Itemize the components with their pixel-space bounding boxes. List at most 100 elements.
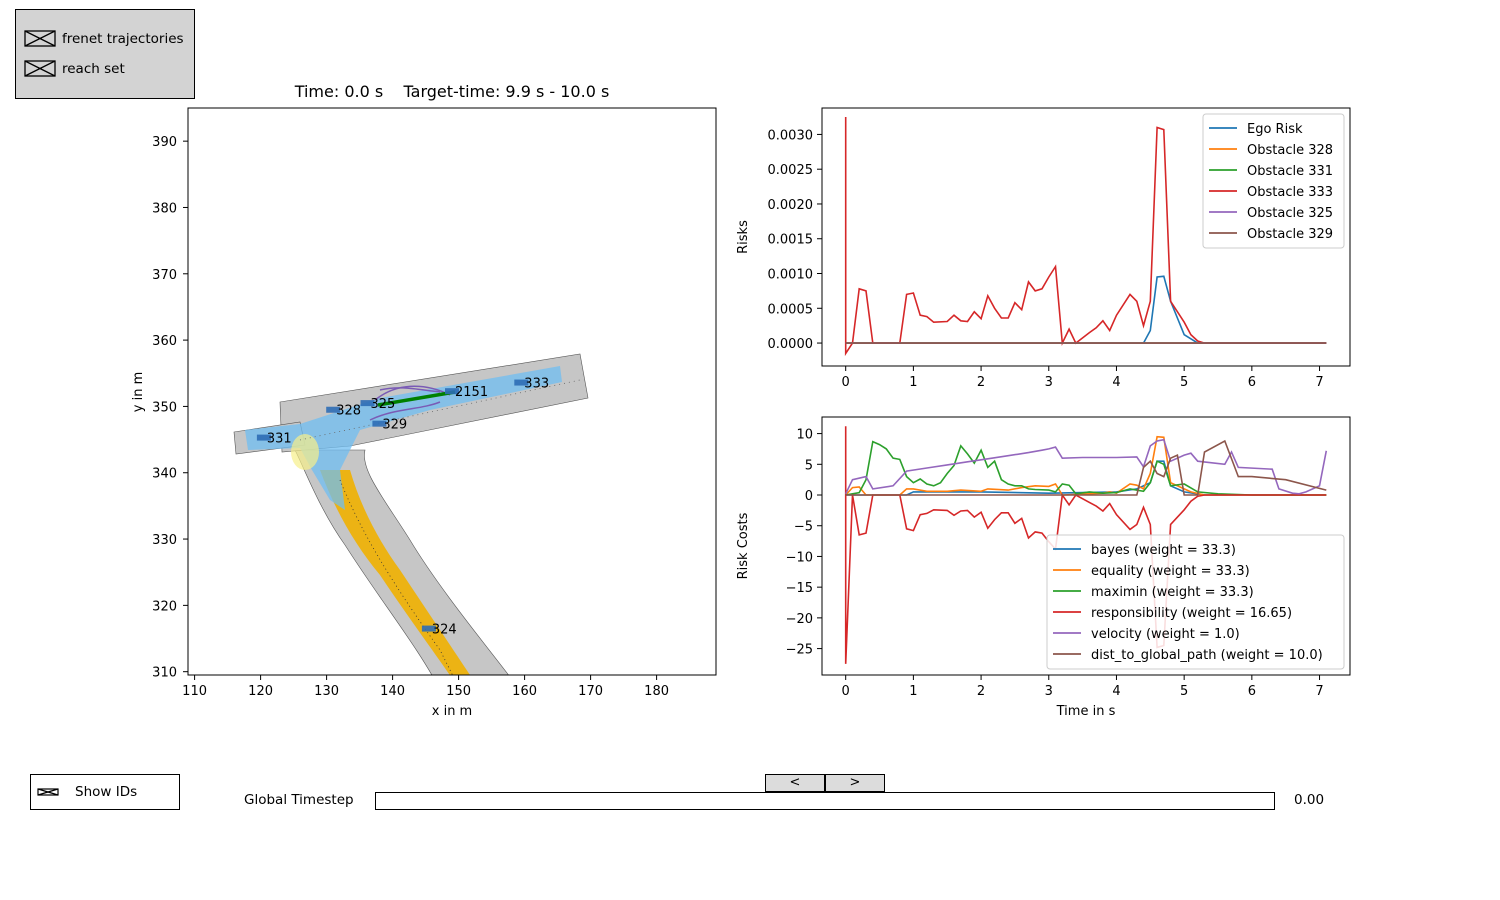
map-ytick-label: 390 <box>152 135 177 150</box>
vehicle-id-label: 331 <box>267 432 292 447</box>
map-ytick-label: 340 <box>152 467 177 482</box>
vehicle-marker <box>326 406 341 413</box>
xtick-label: 0 <box>842 375 850 390</box>
vehicle-marker <box>421 625 436 632</box>
ytick-label: 5 <box>805 458 813 473</box>
show-ids-checkbox[interactable]: Show IDs <box>30 774 180 810</box>
xtick-label: 6 <box>1248 375 1256 390</box>
series-line <box>845 460 1327 496</box>
xtick-label: 1 <box>909 684 917 699</box>
legend-entry: maximin (weight = 33.3) <box>1091 585 1254 600</box>
legend-entry: Obstacle 328 <box>1247 143 1333 158</box>
vehicle-id-label: 2151 <box>455 385 488 400</box>
legend-entry: Ego Risk <box>1247 122 1303 137</box>
chart-xlabel: Time in s <box>1056 704 1116 719</box>
series-line <box>845 435 1327 496</box>
chart-ylabel: Risk Costs <box>736 512 751 579</box>
series-line <box>845 275 1327 344</box>
chart-frame <box>821 416 1351 676</box>
trajectory-line <box>379 387 441 393</box>
map-ytick-label: 320 <box>152 599 177 614</box>
ytick-label: 0 <box>805 489 813 504</box>
prev-timestep-button[interactable]: < <box>765 774 825 792</box>
ytick-label: 0.0020 <box>768 198 814 213</box>
xtick-label: 3 <box>1045 684 1053 699</box>
map-ytick-label: 310 <box>152 666 177 681</box>
road-network <box>233 353 589 675</box>
map-xtick-label: 180 <box>644 684 669 699</box>
legend-entry: dist_to_global_path (weight = 10.0) <box>1091 648 1323 663</box>
reach-set-area <box>245 366 562 510</box>
legend-entry: Obstacle 331 <box>1247 164 1333 179</box>
vehicle-id-label: 333 <box>524 377 549 392</box>
highlighted-lane <box>320 470 470 675</box>
map-ticks: 110 120 130 140 150 160 170 180 310 320 330 340 350 3… <box>152 135 669 699</box>
ytick-label: 0.0030 <box>768 128 814 143</box>
ytick-label: −20 <box>786 612 813 627</box>
vehicle-markers: 333 2151 325 328 329 331 324 <box>256 377 549 638</box>
vehicle-marker <box>514 379 529 386</box>
chart-ylabel: Risks <box>736 220 751 254</box>
ytick-label: 0.0000 <box>768 337 814 352</box>
xtick-label: 0 <box>842 684 850 699</box>
trajectory-checkbox-panel: frenet trajectories reach set <box>15 9 195 99</box>
legend-entry: Obstacle 333 <box>1247 185 1333 200</box>
vehicle-marker <box>372 420 387 427</box>
map-ytick-label: 380 <box>152 201 177 216</box>
xtick-label: 3 <box>1045 375 1053 390</box>
xtick-label: 5 <box>1180 684 1188 699</box>
map-xtick-label: 140 <box>380 684 405 699</box>
ytick-label: 0.0025 <box>768 163 814 178</box>
checkbox-box-icon <box>24 60 56 77</box>
next-timestep-button[interactable]: > <box>825 774 885 792</box>
trajectory-line <box>369 401 441 421</box>
checkbox-box-icon <box>24 30 56 47</box>
map-ytick-label: 370 <box>152 268 177 283</box>
legend-entry: Obstacle 325 <box>1247 206 1333 221</box>
checkbox-reach-set[interactable]: reach set <box>24 60 125 77</box>
checkbox-label: reach set <box>62 60 125 77</box>
map-axes: 333 2151 325 328 329 331 324 110 120 130 140 150 16… <box>131 107 717 719</box>
xtick-label: 1 <box>909 375 917 390</box>
legend-box <box>1202 113 1345 249</box>
map-ytick-label: 350 <box>152 400 177 415</box>
ytick-label: 10 <box>796 428 813 443</box>
global-timestep-slider[interactable] <box>375 792 1275 810</box>
legend-entry: velocity (weight = 1.0) <box>1091 627 1240 642</box>
legend-box <box>1046 534 1345 670</box>
checkbox-label: frenet trajectories <box>62 30 184 47</box>
legend-entry: equality (weight = 33.3) <box>1091 564 1250 579</box>
global-timestep-label: Global Timestep <box>244 792 354 808</box>
map-xtick-label: 150 <box>446 684 471 699</box>
ytick-label: −25 <box>786 643 813 658</box>
reach-set-highlight <box>291 434 319 470</box>
ytick-label: −5 <box>794 520 813 535</box>
series-line <box>845 440 1327 496</box>
xtick-label: 7 <box>1315 684 1323 699</box>
series-line <box>844 426 1327 664</box>
xtick-label: 2 <box>977 375 985 390</box>
map-xlabel: x in m <box>432 704 472 719</box>
xtick-label: 5 <box>1180 375 1188 390</box>
legend-entry: responsibility (weight = 16.65) <box>1091 606 1292 621</box>
vehicle-marker <box>445 388 459 395</box>
xtick-label: 2 <box>977 684 985 699</box>
map-ytick-label: 330 <box>152 533 177 548</box>
vehicle-id-label: 329 <box>382 418 407 433</box>
ytick-label: 0.0015 <box>768 233 814 248</box>
risk-chart: 0 1 2 3 4 5 6 7 0.0000 0.0005 0.0010 0.0015 0.0020 0.… <box>736 107 1351 390</box>
vehicle-id-label: 324 <box>432 623 457 638</box>
map-xtick-label: 160 <box>512 684 537 699</box>
map-ylabel: y in m <box>131 372 146 412</box>
xtick-label: 4 <box>1112 375 1120 390</box>
checkbox-frenet-trajectories[interactable]: frenet trajectories <box>24 30 184 47</box>
vehicle-id-label: 328 <box>336 404 361 419</box>
checkbox-box-icon <box>37 788 59 796</box>
series-line <box>844 438 1328 495</box>
chart-series-group <box>844 426 1328 664</box>
legend-entry: Obstacle 329 <box>1247 227 1333 242</box>
map-title: Time: 0.0 s Target-time: 9.9 s - 10.0 s <box>294 82 610 101</box>
series-line <box>845 439 1327 496</box>
map-xtick-label: 110 <box>182 684 207 699</box>
